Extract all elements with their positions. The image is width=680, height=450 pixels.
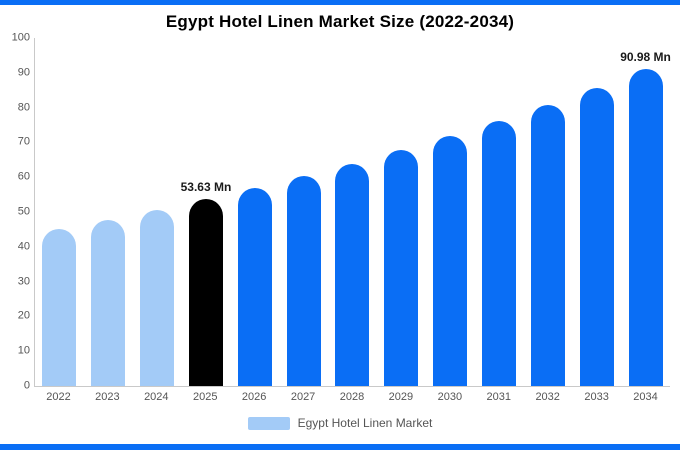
x-axis-label: 2032 bbox=[535, 391, 560, 403]
bar-slot bbox=[133, 38, 182, 386]
bar-slot bbox=[230, 38, 279, 386]
x-axis-label: 2031 bbox=[486, 391, 511, 403]
y-tick-label: 30 bbox=[17, 275, 30, 288]
x-axis-label: 2022 bbox=[46, 391, 71, 403]
x-axis-label: 2023 bbox=[95, 391, 120, 403]
bar-slot bbox=[475, 38, 524, 386]
bar-2031[interactable] bbox=[482, 121, 517, 386]
bar-slot bbox=[279, 38, 328, 386]
bars: 53.63 Mn 90.98 Mn bbox=[35, 38, 671, 386]
bar-2022[interactable] bbox=[42, 229, 77, 386]
y-tick-label: 50 bbox=[17, 205, 30, 218]
y-tick-label: 70 bbox=[17, 135, 30, 148]
x-axis-label: 2024 bbox=[144, 391, 169, 403]
x-axis-label: 2027 bbox=[290, 391, 316, 403]
x-axis-label: 2030 bbox=[437, 391, 463, 403]
x-axis-label: 2033 bbox=[584, 391, 609, 403]
y-tick-label: 80 bbox=[17, 101, 30, 114]
bar-value-label: 53.63 Mn bbox=[180, 180, 232, 195]
bar-slot bbox=[328, 38, 377, 386]
bar-slot bbox=[572, 38, 621, 386]
x-axis-label: 2025 bbox=[192, 391, 218, 403]
y-tick-label: 100 bbox=[11, 31, 30, 44]
y-tick-label: 40 bbox=[17, 240, 30, 253]
y-tick-label: 0 bbox=[23, 379, 30, 392]
bar-slot bbox=[84, 38, 133, 386]
bar-2029[interactable] bbox=[384, 150, 419, 386]
bar-2033[interactable] bbox=[579, 88, 614, 386]
bar-slot: 90.98 Mn bbox=[620, 38, 671, 386]
x-axis-label: 2028 bbox=[339, 391, 365, 403]
bar-slot: 53.63 Mn bbox=[181, 38, 231, 386]
legend-swatch bbox=[247, 416, 290, 430]
bottom-accent-strip bbox=[0, 444, 680, 450]
bar-2024[interactable] bbox=[140, 209, 175, 386]
x-axis-label: 2029 bbox=[388, 391, 414, 403]
x-axis-labels: 2022 2023 2024 2025 2026 2027 2028 2029 2030 2031… bbox=[34, 391, 670, 403]
y-tick-label: 20 bbox=[17, 309, 30, 322]
bar-slot bbox=[426, 38, 475, 386]
bar-slot bbox=[377, 38, 426, 386]
bar-slot bbox=[523, 38, 572, 386]
plot-area: 53.63 Mn 90.98 Mn bbox=[34, 38, 671, 387]
chart-area: 0 10 20 30 40 50 60 70 80 90 100 53.63 Mn 90.98 Mn bbox=[8, 32, 671, 391]
top-accent-strip bbox=[0, 0, 680, 5]
y-axis-labels: 0 10 20 30 40 50 60 70 80 90 100 bbox=[8, 32, 34, 391]
x-axis-label: 2034 bbox=[633, 391, 658, 403]
bar-2027[interactable] bbox=[286, 176, 321, 386]
y-tick-label: 90 bbox=[17, 66, 30, 79]
bar-slot bbox=[35, 38, 84, 386]
bar-value-label: 90.98 Mn bbox=[620, 50, 671, 65]
y-tick-label: 10 bbox=[17, 344, 30, 357]
bar-2026[interactable] bbox=[237, 188, 272, 386]
chart-title: Egypt Hotel Linen Market Size (2022-2034… bbox=[165, 12, 515, 31]
bar-2028[interactable] bbox=[335, 163, 370, 386]
bar-2034[interactable]: 90.98 Mn bbox=[620, 50, 671, 386]
bar-2025[interactable]: 53.63 Mn bbox=[181, 180, 231, 386]
y-tick-label: 60 bbox=[17, 170, 30, 183]
legend[interactable]: Egypt Hotel Linen Market bbox=[0, 416, 680, 430]
x-axis-label: 2026 bbox=[241, 391, 267, 403]
legend-label: Egypt Hotel Linen Market bbox=[297, 416, 433, 430]
bar-2023[interactable] bbox=[91, 220, 126, 386]
bar-2032[interactable] bbox=[530, 105, 565, 386]
bar-2030[interactable] bbox=[433, 136, 468, 386]
